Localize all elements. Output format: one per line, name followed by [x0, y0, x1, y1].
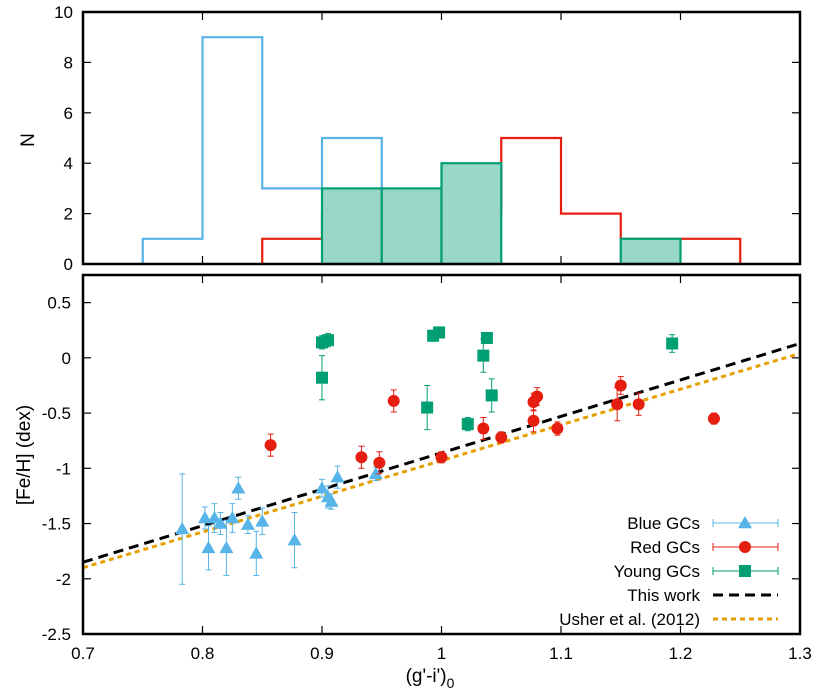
histogram-y-tick-label: 4 — [64, 154, 73, 173]
point-blue-gcs — [207, 511, 222, 524]
legend-marker-red-gcs — [739, 541, 751, 553]
scatter-x-label: (g'-i')0 — [406, 666, 455, 691]
scatter-points — [175, 326, 720, 585]
scatter-panel: -2.5-2-1.5-1-0.500.50.7 0.8 0.9 1 1.1 1.2 1.3 … — [14, 273, 812, 691]
scatter-x-tick-label: 0.8 — [191, 644, 215, 663]
scatter-x-label-main: (g'-i') — [406, 666, 447, 687]
scatter-ticks: -2.5 -2 -1.5 -1 -0.5 0 0.5 0.7 0.8 0.9 1 1.1 1.2 1.3 — [42, 275, 812, 663]
scatter-x-tick-label: 1.3 — [788, 644, 812, 663]
scatter-y-tick-label: -1 — [56, 459, 71, 478]
scatter-y-tick-label: -2.5 — [42, 625, 71, 644]
point-red-gcs — [355, 451, 368, 464]
histogram-bars — [141, 36, 742, 266]
point-young-gcs — [321, 334, 334, 347]
point-red-gcs — [707, 412, 720, 425]
point-red-gcs — [264, 439, 277, 452]
point-blue-gcs — [225, 511, 240, 524]
point-blue-gcs — [213, 516, 228, 529]
legend-label-this-work: This work — [627, 586, 700, 605]
legend: Blue GCs Red GCs Young GCs This work Usher e… — [559, 514, 779, 629]
scatter-y-tick-label: -2 — [56, 570, 71, 589]
line-usher-et-al-2012- — [82, 351, 801, 570]
scatter-frame — [81, 273, 802, 636]
point-red-gcs — [495, 431, 508, 444]
point-red-gcs — [551, 422, 564, 435]
point-blue-gcs — [231, 481, 246, 494]
scatter-x-tick-label: 1.2 — [669, 644, 693, 663]
point-blue-gcs — [368, 466, 383, 480]
point-young-gcs — [421, 401, 434, 414]
hist-bar-young-gcs — [619, 237, 682, 266]
point-blue-gcs — [324, 494, 339, 507]
point-blue-gcs — [197, 511, 212, 524]
point-red-gcs — [527, 414, 540, 427]
point-blue-gcs — [255, 514, 270, 527]
point-blue-gcs — [240, 517, 255, 530]
point-red-gcs — [373, 456, 386, 469]
point-red-gcs — [632, 398, 645, 411]
scatter-x-tick-label: 0.7 — [71, 644, 95, 663]
point-blue-gcs — [201, 540, 216, 554]
scatter-y-tick-label: 0 — [62, 349, 71, 368]
point-red-gcs — [435, 451, 448, 464]
point-young-gcs — [485, 389, 498, 402]
hist-bar-young-gcs — [320, 187, 383, 266]
point-young-gcs — [461, 418, 474, 431]
point-young-gcs — [480, 331, 493, 344]
scatter-x-tick-label: 1.1 — [549, 644, 573, 663]
histogram-y-tick-label: 8 — [64, 53, 73, 72]
point-young-gcs — [666, 337, 679, 350]
legend-marker-young-gcs — [739, 565, 751, 577]
histogram-panel: 0 2 4 6 8 10 N — [18, 3, 802, 274]
scatter-y-tick-label: 0.5 — [47, 294, 71, 313]
scatter-y-label: [Fe/H] (dex) — [14, 405, 35, 505]
scatter-x-label-sub: 0 — [447, 675, 455, 691]
legend-label-young-gcs: Young GCs — [614, 562, 700, 581]
hist-bar-young-gcs — [440, 162, 503, 266]
scatter-y-tick-label: -1.5 — [42, 515, 71, 534]
point-blue-gcs — [249, 546, 264, 559]
histogram-y-tick-label: 6 — [64, 104, 73, 123]
point-young-gcs — [433, 326, 446, 339]
scatter-x-tick-label: 1 — [437, 644, 446, 663]
point-red-gcs — [611, 398, 624, 411]
point-young-gcs — [477, 349, 490, 362]
point-blue-gcs — [330, 470, 345, 483]
scatter-x-tick-label: 0.9 — [310, 644, 334, 663]
histogram-y-label: N — [18, 133, 39, 147]
histogram-y-tick-label: 10 — [54, 3, 73, 22]
point-blue-gcs — [315, 481, 329, 494]
legend-marker-blue-gcs — [738, 516, 752, 529]
histogram-y-tick-label: 0 — [64, 255, 73, 274]
legend-label-red-gcs: Red GCs — [630, 538, 700, 557]
legend-label-usher-et-al-2012-: Usher et al. (2012) — [559, 610, 700, 629]
scatter-y-tick-label: -0.5 — [42, 404, 71, 423]
point-blue-gcs — [287, 533, 302, 546]
point-red-gcs — [387, 394, 400, 407]
point-red-gcs — [477, 422, 490, 435]
histogram-y-tick-label: 2 — [64, 205, 73, 224]
point-blue-gcs — [219, 540, 234, 554]
hist-bar-young-gcs — [380, 187, 443, 266]
point-red-gcs — [614, 379, 627, 392]
hist-step-blue-gcs — [141, 36, 383, 264]
legend-label-blue-gcs: Blue GCs — [627, 514, 700, 533]
histogram-frame — [81, 10, 802, 266]
point-young-gcs — [316, 371, 328, 384]
point-blue-gcs — [175, 522, 190, 535]
point-red-gcs — [527, 396, 540, 409]
